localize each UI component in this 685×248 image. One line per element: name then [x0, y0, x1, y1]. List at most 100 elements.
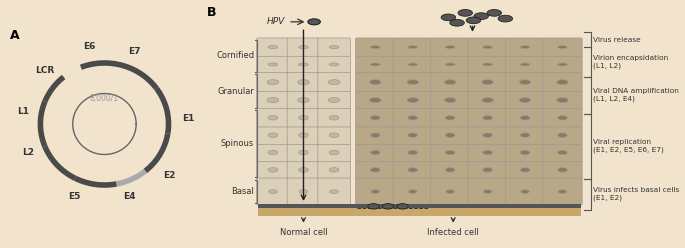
- Bar: [258, 204, 581, 208]
- FancyBboxPatch shape: [257, 73, 289, 92]
- FancyBboxPatch shape: [543, 143, 582, 162]
- FancyBboxPatch shape: [257, 161, 289, 179]
- Ellipse shape: [408, 190, 417, 193]
- Ellipse shape: [371, 168, 380, 172]
- FancyBboxPatch shape: [356, 109, 395, 127]
- Text: Viral DNA amplification
(L1, L2, E4): Viral DNA amplification (L1, L2, E4): [593, 89, 679, 102]
- FancyBboxPatch shape: [356, 91, 395, 110]
- FancyBboxPatch shape: [318, 73, 350, 92]
- FancyBboxPatch shape: [393, 55, 432, 74]
- FancyBboxPatch shape: [356, 38, 395, 56]
- FancyBboxPatch shape: [543, 55, 582, 74]
- Ellipse shape: [371, 116, 380, 120]
- Text: Infected cell: Infected cell: [427, 228, 479, 237]
- Ellipse shape: [329, 133, 339, 137]
- FancyBboxPatch shape: [287, 109, 320, 127]
- Text: L1: L1: [17, 107, 29, 116]
- Text: Basal: Basal: [232, 187, 254, 196]
- FancyBboxPatch shape: [543, 91, 582, 110]
- Ellipse shape: [267, 98, 279, 103]
- FancyBboxPatch shape: [287, 143, 320, 162]
- FancyBboxPatch shape: [468, 109, 508, 127]
- Ellipse shape: [483, 116, 493, 120]
- Ellipse shape: [520, 133, 530, 137]
- FancyBboxPatch shape: [468, 55, 508, 74]
- Ellipse shape: [369, 80, 381, 85]
- Ellipse shape: [299, 133, 308, 137]
- Ellipse shape: [474, 13, 488, 20]
- Ellipse shape: [408, 46, 418, 49]
- Ellipse shape: [298, 98, 310, 103]
- FancyBboxPatch shape: [506, 143, 545, 162]
- Ellipse shape: [441, 14, 456, 21]
- Text: E7: E7: [129, 47, 141, 56]
- Ellipse shape: [299, 63, 308, 66]
- Ellipse shape: [445, 150, 455, 155]
- FancyBboxPatch shape: [430, 161, 470, 179]
- Ellipse shape: [498, 15, 512, 22]
- Ellipse shape: [558, 190, 566, 193]
- Ellipse shape: [557, 80, 569, 85]
- FancyBboxPatch shape: [430, 126, 470, 144]
- FancyBboxPatch shape: [318, 178, 350, 205]
- Ellipse shape: [268, 150, 277, 155]
- FancyBboxPatch shape: [356, 73, 395, 92]
- Text: Virion encapsidation
(L1, L2): Virion encapsidation (L1, L2): [593, 55, 669, 69]
- Ellipse shape: [483, 150, 493, 155]
- Ellipse shape: [267, 80, 279, 85]
- FancyBboxPatch shape: [318, 55, 350, 74]
- Ellipse shape: [268, 116, 277, 120]
- Text: E5: E5: [68, 192, 80, 201]
- Ellipse shape: [408, 116, 418, 120]
- FancyBboxPatch shape: [543, 126, 582, 144]
- FancyBboxPatch shape: [430, 109, 470, 127]
- FancyBboxPatch shape: [506, 126, 545, 144]
- Ellipse shape: [407, 98, 419, 103]
- Ellipse shape: [445, 133, 455, 137]
- FancyBboxPatch shape: [257, 126, 289, 144]
- Ellipse shape: [299, 190, 308, 193]
- Ellipse shape: [371, 150, 380, 155]
- FancyBboxPatch shape: [393, 73, 432, 92]
- Ellipse shape: [408, 150, 418, 155]
- Ellipse shape: [371, 133, 380, 137]
- Ellipse shape: [482, 98, 493, 103]
- Text: A: A: [10, 30, 20, 42]
- FancyBboxPatch shape: [318, 91, 350, 110]
- Ellipse shape: [520, 46, 530, 49]
- FancyBboxPatch shape: [257, 91, 289, 110]
- Ellipse shape: [408, 168, 418, 172]
- FancyBboxPatch shape: [430, 38, 470, 56]
- Text: Virus release: Virus release: [593, 37, 641, 43]
- FancyBboxPatch shape: [506, 38, 545, 56]
- FancyBboxPatch shape: [287, 126, 320, 144]
- Ellipse shape: [329, 150, 339, 155]
- FancyBboxPatch shape: [543, 38, 582, 56]
- Ellipse shape: [299, 150, 308, 155]
- Ellipse shape: [328, 98, 340, 103]
- Ellipse shape: [519, 98, 531, 103]
- Text: E2: E2: [163, 171, 175, 180]
- Ellipse shape: [371, 46, 380, 49]
- Ellipse shape: [487, 9, 501, 16]
- Ellipse shape: [299, 46, 308, 49]
- FancyBboxPatch shape: [506, 73, 545, 92]
- Ellipse shape: [369, 98, 381, 103]
- Text: E4: E4: [123, 192, 136, 201]
- Ellipse shape: [557, 98, 569, 103]
- Ellipse shape: [446, 190, 455, 193]
- Text: B: B: [207, 6, 216, 19]
- Ellipse shape: [329, 168, 339, 172]
- FancyBboxPatch shape: [506, 109, 545, 127]
- FancyBboxPatch shape: [318, 126, 350, 144]
- FancyBboxPatch shape: [318, 38, 350, 56]
- Ellipse shape: [445, 63, 455, 66]
- Ellipse shape: [268, 46, 277, 49]
- FancyBboxPatch shape: [543, 178, 582, 205]
- FancyBboxPatch shape: [506, 161, 545, 179]
- FancyBboxPatch shape: [356, 178, 395, 205]
- Text: Virus infects basal cells
(E1, E2): Virus infects basal cells (E1, E2): [593, 187, 680, 201]
- Ellipse shape: [268, 63, 277, 66]
- Ellipse shape: [268, 168, 277, 172]
- FancyBboxPatch shape: [430, 55, 470, 74]
